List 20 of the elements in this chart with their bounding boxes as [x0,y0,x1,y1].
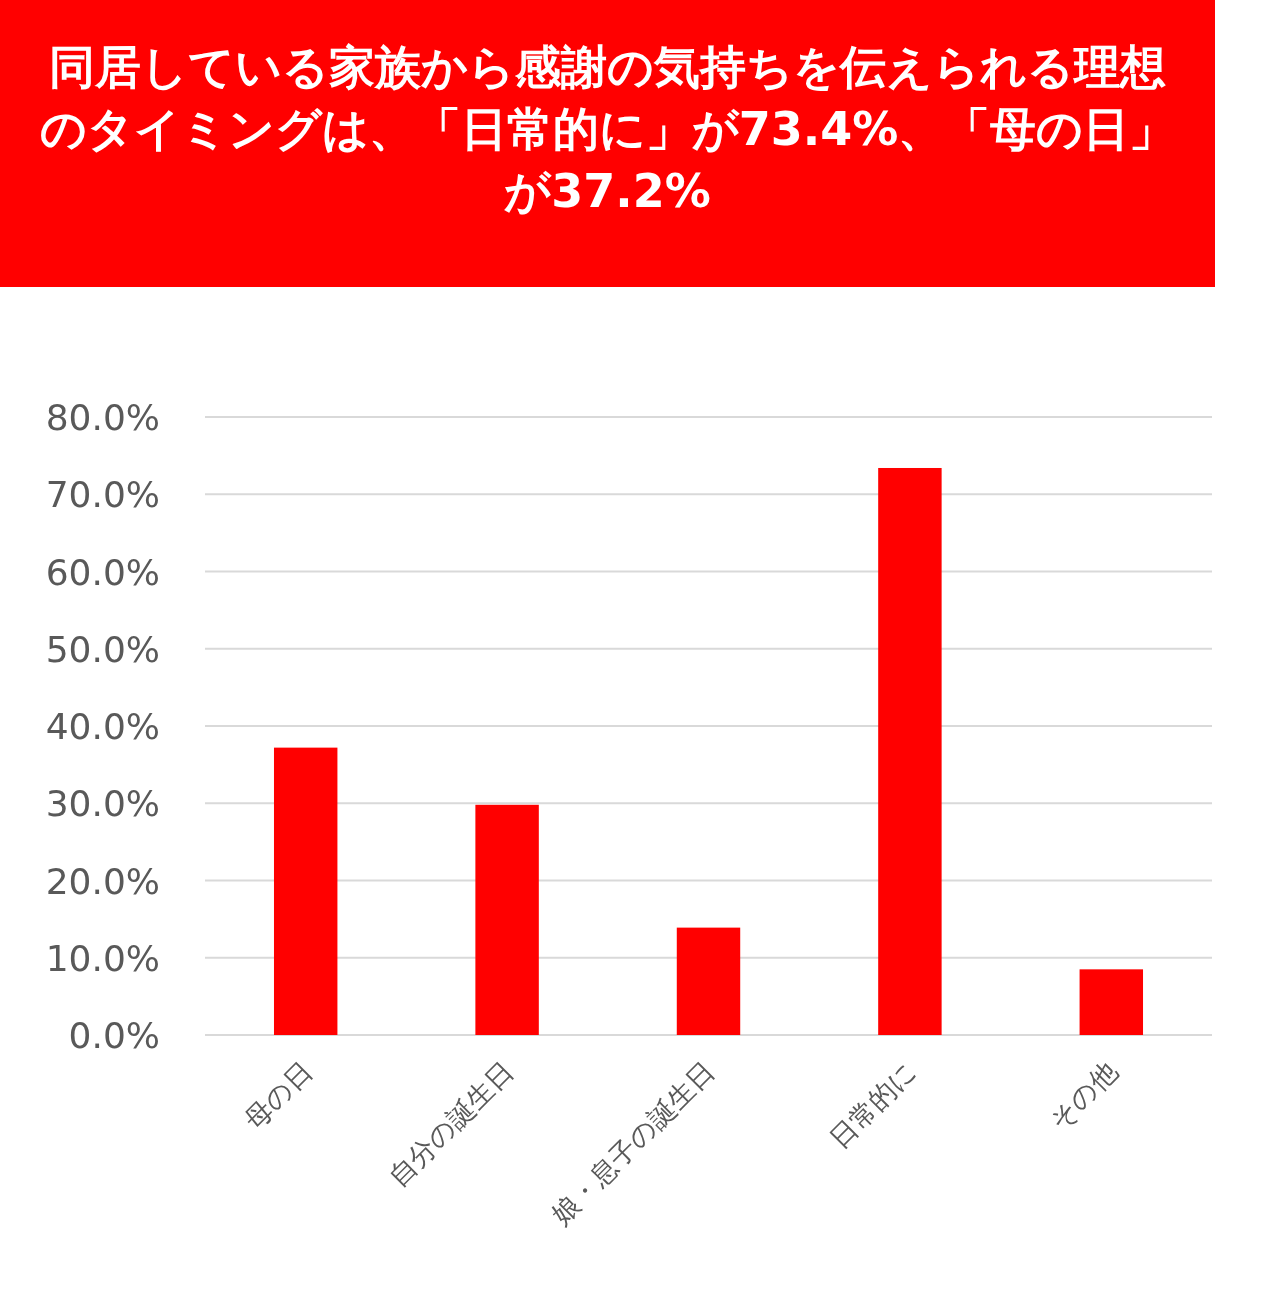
y-tick-label: 0.0% [68,1015,160,1056]
bar [878,467,942,1035]
x-tick-label: 娘・息子の誕生日 [545,1055,721,1231]
x-tick-label: 日常的に [823,1055,923,1155]
bar [475,804,539,1035]
y-tick-label: 20.0% [45,860,160,902]
y-tick-label: 40.0% [45,706,160,747]
bar [676,927,741,1035]
x-tick-label: その他 [1042,1055,1124,1136]
y-tick-label: 60.0% [45,551,160,593]
y-tick-label: 50.0% [45,628,160,670]
bar [273,747,338,1035]
x-tick-label: 自分の誕生日 [382,1055,520,1193]
y-tick-label: 10.0% [45,937,160,979]
x-tick-label: 母の日 [238,1055,318,1136]
y-tick-label: 80.0% [45,397,160,438]
y-tick-label: 70.0% [45,474,160,516]
y-tick-label: 30.0% [45,783,160,825]
bar [1079,969,1144,1035]
chart-title: 同居している家族から感謝の気持ちを伝えられる理想のタイミングは、「日常的に」が73.4%、「母の日」が37.2% [38,38,1177,220]
